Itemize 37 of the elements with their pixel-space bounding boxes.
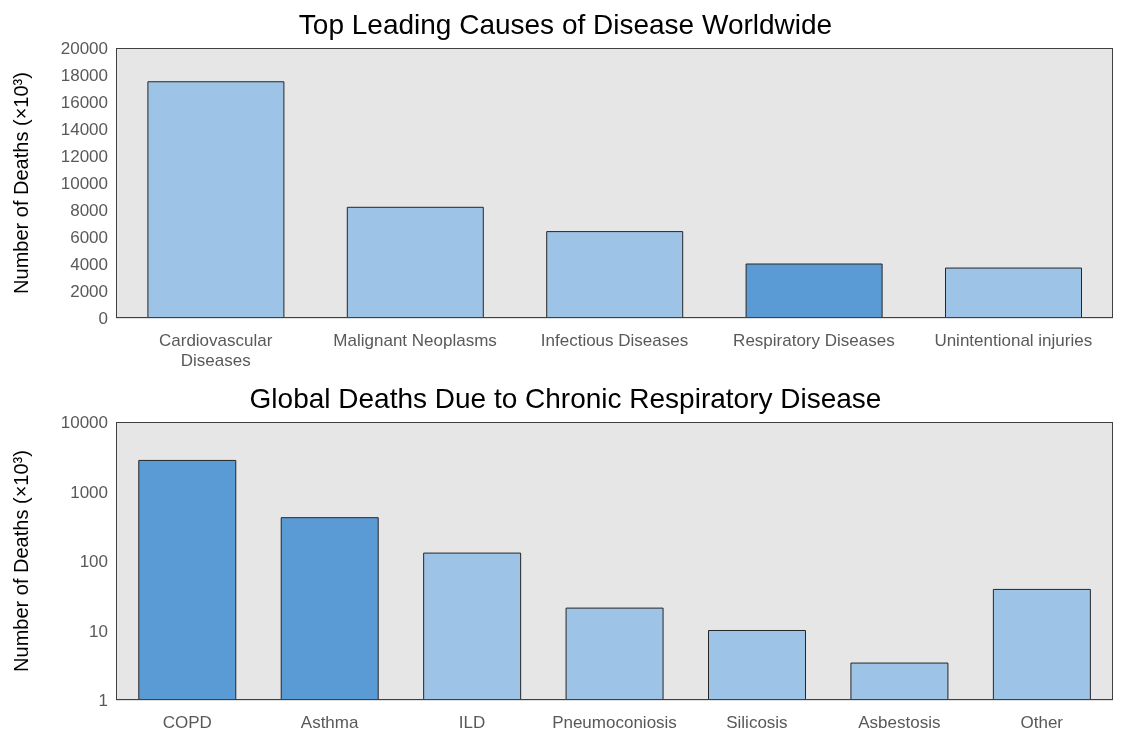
x-tick-label: Silicosis [726, 713, 788, 732]
y-tick-label: 10000 [60, 174, 108, 194]
y-tick-label: 1000 [70, 482, 108, 502]
y-tick-label: 18000 [60, 66, 108, 86]
y-tick-label: 10000 [60, 413, 108, 433]
y-tick-label: 0 [98, 309, 108, 329]
x-tick-label: Malignant Neoplasms [333, 331, 497, 350]
x-tick-label: ILD [458, 713, 486, 732]
y-axis-title: Number of Deaths (×10³) [10, 450, 33, 672]
y-tick-label: 12000 [60, 147, 108, 167]
x-tick-label: Pneumoconiosis [552, 713, 677, 732]
chart-title: Top Leading Causes of Disease Worldwide [298, 9, 833, 40]
y-tick-label: 16000 [60, 93, 108, 113]
y-tick-label: 20000 [60, 39, 108, 59]
y-tick-label: 6000 [70, 228, 108, 248]
bar [546, 231, 684, 318]
y-tick-label: 14000 [60, 120, 108, 140]
x-tick-label: Respiratory Diseases [733, 331, 895, 350]
x-tick-label: Asbestosis [858, 713, 941, 732]
x-tick-label: Asthma [300, 713, 359, 732]
x-tick-label: Infectious Diseases [540, 331, 689, 350]
bar [147, 81, 285, 318]
y-tick-label: 8000 [70, 201, 108, 221]
bar [346, 206, 484, 318]
x-tick-label: Cardiovascular Diseases [159, 331, 273, 370]
y-axis-title: Number of Deaths (×10³) [10, 72, 33, 294]
x-tick-label: Unintentional injuries [934, 331, 1093, 350]
y-tick-label: 100 [79, 552, 108, 572]
y-tick-label: 4000 [70, 255, 108, 275]
bar [945, 267, 1082, 318]
y-tick-label: 2000 [70, 282, 108, 302]
y-tick-label: 1 [98, 691, 108, 711]
bar [745, 263, 883, 318]
y-tick-label: 10 [89, 621, 108, 641]
x-tick-label: Other [1020, 713, 1064, 732]
x-tick-label: COPD [162, 713, 212, 732]
chart-title: Global Deaths Due to Chronic Respiratory Disease [249, 383, 882, 414]
